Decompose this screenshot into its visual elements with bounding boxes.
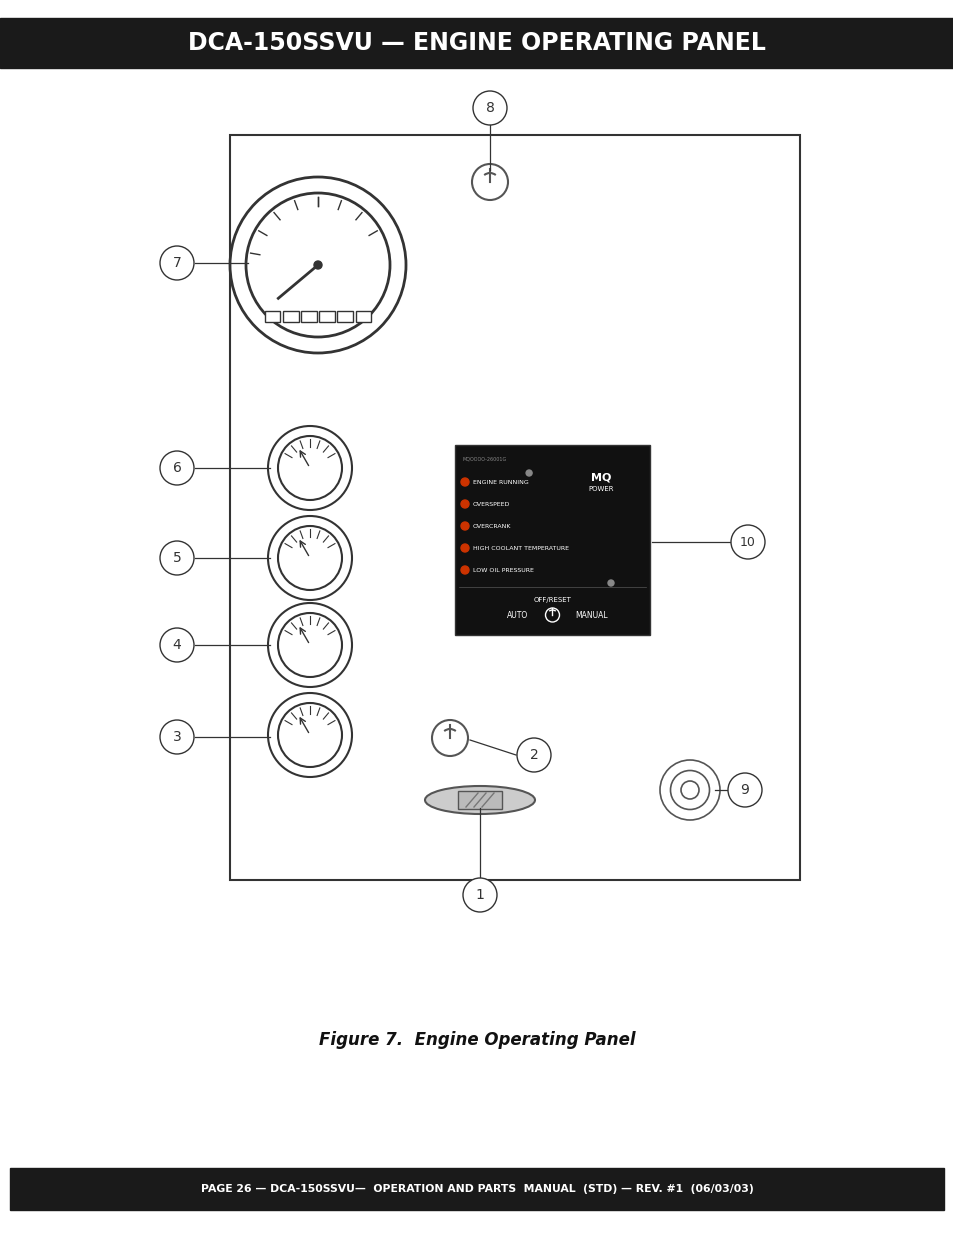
Circle shape (277, 703, 341, 767)
Circle shape (268, 426, 352, 510)
Text: DCA-150SSVU — ENGINE OPERATING PANEL: DCA-150SSVU — ENGINE OPERATING PANEL (188, 31, 765, 56)
Text: 10: 10 (740, 536, 755, 548)
Text: OVERSPEED: OVERSPEED (473, 501, 510, 506)
Text: AUTO: AUTO (506, 610, 527, 620)
Circle shape (268, 516, 352, 600)
Text: 9: 9 (740, 783, 749, 797)
Circle shape (246, 193, 390, 337)
Bar (319, 311, 335, 322)
Bar (0, 19, 953, 68)
Circle shape (160, 541, 193, 576)
Circle shape (160, 629, 193, 662)
Bar (337, 311, 353, 322)
Circle shape (680, 781, 699, 799)
Circle shape (460, 522, 469, 530)
Circle shape (727, 773, 761, 806)
Circle shape (432, 720, 468, 756)
Circle shape (277, 526, 341, 590)
Text: MQOOOO-26001G: MQOOOO-26001G (462, 457, 507, 462)
Circle shape (460, 478, 469, 487)
Text: 6: 6 (172, 461, 181, 475)
Ellipse shape (424, 785, 535, 814)
Bar (264, 311, 280, 322)
Circle shape (160, 246, 193, 280)
Bar (355, 311, 371, 322)
Circle shape (160, 451, 193, 485)
Text: 3: 3 (172, 730, 181, 743)
Text: POWER: POWER (588, 487, 614, 492)
Circle shape (473, 91, 506, 125)
Circle shape (460, 500, 469, 508)
Circle shape (460, 543, 469, 552)
Circle shape (525, 471, 532, 475)
Circle shape (268, 603, 352, 687)
Text: 8: 8 (485, 101, 494, 115)
Circle shape (268, 693, 352, 777)
Text: MQ: MQ (591, 472, 611, 482)
Circle shape (472, 164, 507, 200)
Text: LOW OIL PRESSURE: LOW OIL PRESSURE (473, 568, 534, 573)
Bar (457, 790, 501, 809)
Text: OVERCRANK: OVERCRANK (473, 524, 511, 529)
Text: ENGINE RUNNING: ENGINE RUNNING (473, 479, 528, 484)
Bar (455, 445, 649, 635)
Text: 5: 5 (172, 551, 181, 564)
Text: OFF/RESET: OFF/RESET (533, 597, 571, 603)
Text: 2: 2 (529, 748, 537, 762)
Text: 1: 1 (475, 888, 484, 902)
Text: HIGH COOLANT TEMPERATURE: HIGH COOLANT TEMPERATURE (473, 546, 568, 551)
Circle shape (277, 613, 341, 677)
Circle shape (460, 566, 469, 574)
Text: 7: 7 (172, 256, 181, 270)
Circle shape (314, 261, 322, 269)
Circle shape (230, 177, 406, 353)
Bar (230, 135, 800, 881)
Text: MANUAL: MANUAL (575, 610, 607, 620)
Circle shape (517, 739, 551, 772)
Text: PAGE 26 — DCA-150SSVU—  OPERATION AND PARTS  MANUAL  (STD) — REV. #1  (06/03/03): PAGE 26 — DCA-150SSVU— OPERATION AND PAR… (200, 1184, 753, 1194)
Circle shape (545, 608, 558, 622)
Bar (10, 1168, 943, 1210)
Bar (300, 311, 316, 322)
Text: Figure 7.  Engine Operating Panel: Figure 7. Engine Operating Panel (318, 1031, 635, 1049)
Bar (282, 311, 298, 322)
Circle shape (462, 878, 497, 911)
Circle shape (670, 771, 709, 809)
Text: 4: 4 (172, 638, 181, 652)
Circle shape (659, 760, 720, 820)
Circle shape (730, 525, 764, 559)
Circle shape (160, 720, 193, 755)
Circle shape (277, 436, 341, 500)
Circle shape (607, 580, 614, 585)
